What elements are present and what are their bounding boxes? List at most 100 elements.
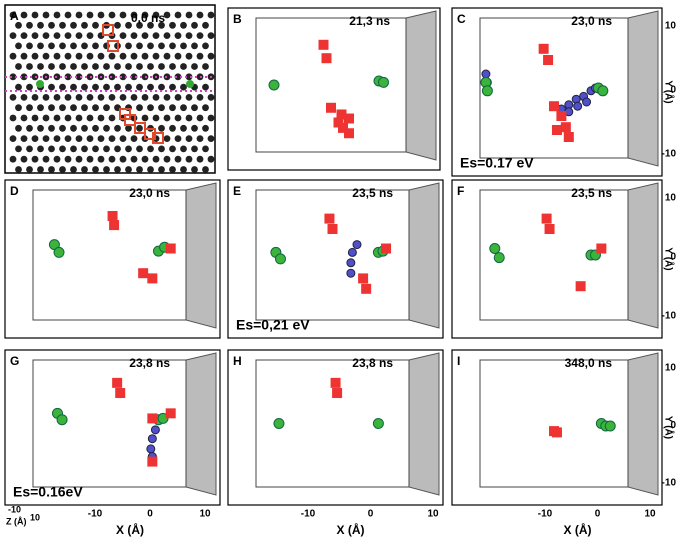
- atom-red: [564, 132, 574, 142]
- lattice-atom: [136, 166, 143, 173]
- atom-red: [115, 388, 125, 398]
- figure: A0,0 nsB21,3 nsC23,0 nsEs=0.17 eVD23,0 n…: [0, 0, 677, 541]
- lattice-atom: [92, 43, 99, 50]
- y-tick-label: 10: [665, 363, 677, 374]
- lattice-atom: [26, 84, 33, 91]
- lattice-atom: [32, 53, 39, 60]
- lattice-atom: [59, 146, 66, 153]
- box-side: [186, 353, 216, 495]
- lattice-atom: [87, 156, 94, 163]
- lattice-atom: [10, 115, 17, 122]
- lattice-atom: [153, 53, 160, 60]
- lattice-atom: [98, 53, 105, 60]
- lattice-atom: [186, 115, 193, 122]
- lattice-atom: [114, 166, 121, 173]
- z-tick-label: -10: [8, 504, 21, 514]
- lattice-atom: [37, 22, 44, 29]
- lattice-atom: [48, 43, 55, 50]
- atom-red: [112, 378, 122, 388]
- lattice-atom: [169, 104, 176, 111]
- lattice-atom: [59, 166, 66, 173]
- lattice-atom: [142, 53, 149, 60]
- x-axis-label: X (Å): [337, 522, 365, 537]
- lattice-atom: [202, 166, 209, 173]
- lattice-atom: [125, 146, 132, 153]
- panel: H23,8 ns: [228, 350, 443, 505]
- lattice-atom: [114, 84, 121, 91]
- lattice-atom: [202, 63, 209, 70]
- x-axis-label: X (Å): [564, 522, 592, 537]
- lattice-atom: [202, 125, 209, 132]
- lattice-atom: [169, 146, 176, 153]
- lattice-atom: [15, 104, 22, 111]
- lattice-atom: [103, 146, 110, 153]
- atom-red: [319, 40, 329, 50]
- lattice-atom: [175, 94, 182, 101]
- lattice-atom: [164, 94, 171, 101]
- lattice-atom: [32, 115, 39, 122]
- lattice-atom: [147, 84, 154, 91]
- lattice-atom: [191, 104, 198, 111]
- lattice-atom: [43, 12, 50, 19]
- lattice-atom: [43, 115, 50, 122]
- lattice-atom: [15, 146, 22, 153]
- lattice-atom: [98, 115, 105, 122]
- lattice-atom: [136, 43, 143, 50]
- lattice-atom: [191, 63, 198, 70]
- lattice-atom: [186, 94, 193, 101]
- lattice-atom: [147, 104, 154, 111]
- lattice-atom: [169, 166, 176, 173]
- lattice-atom: [136, 84, 143, 91]
- lattice-atom: [81, 146, 88, 153]
- atom-red: [331, 378, 341, 388]
- atom-red: [326, 103, 336, 113]
- y-axis-label: Y (Å): [662, 416, 675, 439]
- lattice-atom: [109, 12, 116, 19]
- panel-label: F: [457, 184, 464, 198]
- lattice-atom: [109, 115, 116, 122]
- lattice-atom: [202, 43, 209, 50]
- lattice-atom: [202, 104, 209, 111]
- lattice-atom: [208, 135, 215, 142]
- lattice-atom: [175, 53, 182, 60]
- atom-red: [324, 214, 334, 224]
- lattice-atom: [120, 12, 127, 19]
- lattice-atom: [26, 166, 33, 173]
- lattice-atom: [37, 166, 44, 173]
- lattice-atom: [59, 22, 66, 29]
- lattice-atom: [59, 104, 66, 111]
- lattice-atom: [120, 53, 127, 60]
- lattice-atom: [37, 146, 44, 153]
- lattice-atom: [21, 53, 28, 60]
- lattice-atom: [202, 146, 209, 153]
- lattice-atom: [131, 32, 138, 39]
- atom-red: [543, 55, 553, 65]
- lattice-atom: [21, 12, 28, 19]
- lattice-atom: [59, 43, 66, 50]
- atom-blue: [148, 435, 156, 443]
- lattice-atom: [114, 146, 121, 153]
- lattice-atom: [180, 63, 187, 70]
- lattice-atom: [186, 53, 193, 60]
- lattice-atom: [186, 12, 193, 19]
- lattice-atom: [153, 32, 160, 39]
- lattice-atom: [169, 43, 176, 50]
- lattice-atom: [125, 43, 132, 50]
- lattice-atom: [81, 125, 88, 132]
- atom-red: [147, 413, 157, 423]
- lattice-atom: [48, 166, 55, 173]
- lattice-atom: [65, 94, 72, 101]
- panel-label: A: [10, 9, 19, 23]
- z-axis-label: Z (Å): [6, 516, 27, 526]
- lattice-atom: [103, 63, 110, 70]
- lattice-atom: [136, 125, 143, 132]
- lattice-atom: [43, 53, 50, 60]
- atom-red: [361, 284, 371, 294]
- atom-red: [108, 211, 118, 221]
- lattice-atom: [103, 125, 110, 132]
- lattice-atom: [81, 166, 88, 173]
- x-tick-label: 0: [368, 509, 374, 520]
- lattice-atom: [65, 156, 72, 163]
- lattice-atom: [175, 32, 182, 39]
- lattice-atom: [59, 84, 66, 91]
